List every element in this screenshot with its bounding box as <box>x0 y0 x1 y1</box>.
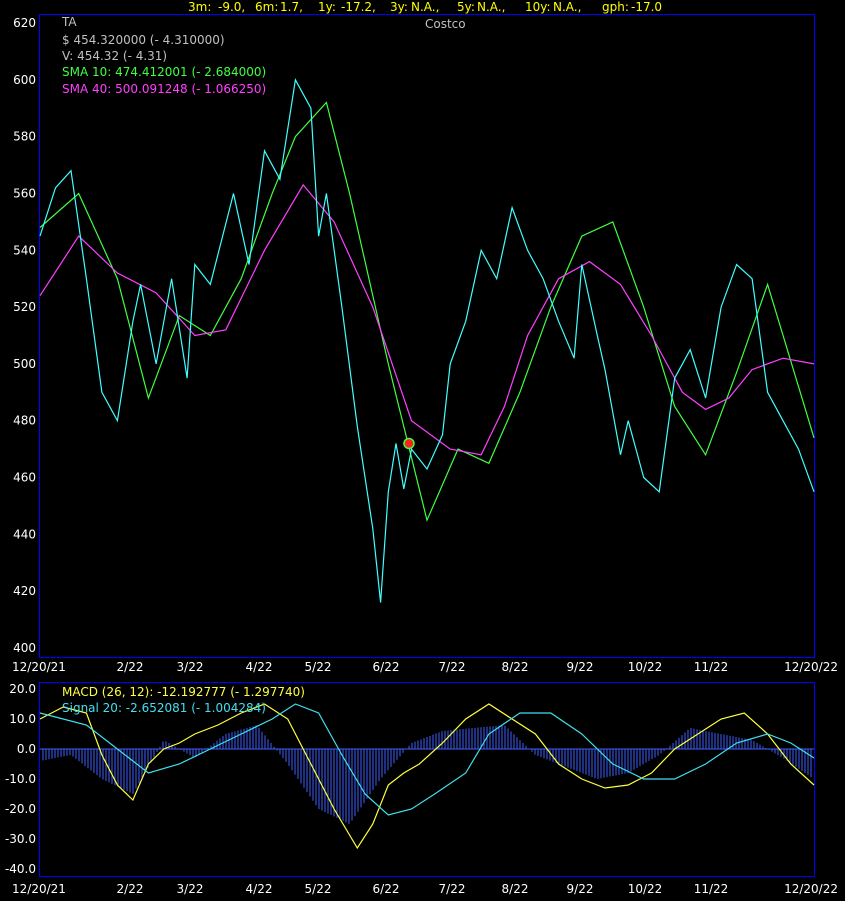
price-y-tick: 400 <box>13 641 36 655</box>
stat-10y-label: 10y: <box>525 0 551 14</box>
price-y-tick: 600 <box>13 73 36 87</box>
sma10-legend: SMA 10: 474.412001 (- 2.684000) <box>62 65 266 79</box>
price-y-tick: 460 <box>13 471 36 485</box>
price-x-tick: 10/22 <box>628 660 663 674</box>
macd-x-tick: 12/20/22 <box>784 882 838 896</box>
stat-6m-label: 6m: <box>255 0 278 14</box>
stat-3y-value: N.A., <box>411 0 439 14</box>
price-x-tick: 5/22 <box>305 660 332 674</box>
stat-5y-label: 5y: <box>457 0 475 14</box>
stat-3m-label: 3m: <box>188 0 211 14</box>
price-x-tick: 6/22 <box>373 660 400 674</box>
price-y-tick: 500 <box>13 357 36 371</box>
header-stats: 3m: -9.0, 6m: 1.7, 1y: -17.2, 3y: N.A., … <box>188 0 662 14</box>
price-y-tick: 620 <box>13 16 36 30</box>
macd-panel-frame <box>39 682 815 877</box>
macd-x-tick: 5/22 <box>305 882 332 896</box>
price-y-tick: 540 <box>13 243 36 257</box>
macd-y-tick: -20.0 <box>5 802 36 816</box>
price-x-tick: 2/22 <box>117 660 144 674</box>
stat-gph-value: -17.0 <box>631 0 662 14</box>
ticker-label: TA <box>61 15 77 29</box>
macd-x-tick: 10/22 <box>628 882 663 896</box>
macd-x-tick: 8/22 <box>502 882 529 896</box>
price-x-tick: 12/20/22 <box>784 660 838 674</box>
price-series <box>39 77 815 603</box>
macd-y-tick: 10.0 <box>9 712 36 726</box>
stat-1y-value: -17.2, <box>341 0 376 14</box>
macd-x-tick: 12/20/21 <box>12 882 66 896</box>
price-x-tick: 9/22 <box>567 660 594 674</box>
macd-x-tick: 4/22 <box>246 882 273 896</box>
stat-1y-label: 1y: <box>318 0 336 14</box>
macd-y-tick: 20.0 <box>9 682 36 696</box>
macd-x-tick: 11/22 <box>694 882 729 896</box>
price-y-tick: 420 <box>13 584 36 598</box>
stat-gph-label: gph: <box>602 0 629 14</box>
price-x-tick: 11/22 <box>694 660 729 674</box>
macd-y-tick: -10.0 <box>5 772 36 786</box>
sma40-legend: SMA 40: 500.091248 (- 1.066250) <box>62 82 266 96</box>
price-y-tick: 520 <box>13 300 36 314</box>
stat-3y-label: 3y: <box>390 0 408 14</box>
stat-3m-value: -9.0, <box>218 0 245 14</box>
company-label: Costco <box>425 17 466 31</box>
price-readout: $ 454.320000 (- 4.310000) <box>62 33 225 47</box>
price-y-tick: 560 <box>13 186 36 200</box>
macd-y-tick: -40.0 <box>5 862 36 876</box>
price-x-tick: 4/22 <box>246 660 273 674</box>
macd-x-tick: 7/22 <box>439 882 466 896</box>
price-y-tick: 440 <box>13 527 36 541</box>
stat-6m-value: 1.7, <box>280 0 303 14</box>
price-x-tick: 3/22 <box>177 660 204 674</box>
price-x-tick: 8/22 <box>502 660 529 674</box>
price-y-tick: 580 <box>13 130 36 144</box>
macd-y-tick: -30.0 <box>5 832 36 846</box>
stat-10y-value: N.A., <box>553 0 581 14</box>
macd-legend: MACD (26, 12): -12.192777 (- 1.297740) <box>62 685 305 699</box>
macd-y-tick: 0.0 <box>17 742 36 756</box>
price-y-tick: 480 <box>13 414 36 428</box>
price-x-tick: 12/20/21 <box>12 660 66 674</box>
volume-readout: V: 454.32 (- 4.31) <box>62 49 167 63</box>
price-marker <box>403 437 415 450</box>
macd-line <box>39 703 815 850</box>
macd-histogram <box>42 725 812 824</box>
price-panel-frame <box>39 14 815 658</box>
macd-x-tick: 2/22 <box>117 882 144 896</box>
stat-5y-value: N.A., <box>477 0 505 14</box>
signal-line <box>39 703 815 816</box>
price-axis: 400 420 440 460 480 500 520 540 560 580 600 620 12/2… <box>12 16 838 674</box>
price-x-tick: 7/22 <box>439 660 466 674</box>
macd-x-tick: 3/22 <box>177 882 204 896</box>
macd-series <box>39 703 815 850</box>
macd-x-tick: 9/22 <box>567 882 594 896</box>
sma40-line <box>39 183 815 456</box>
macd-x-tick: 6/22 <box>373 882 400 896</box>
sma10-line <box>39 101 815 523</box>
signal-legend: Signal 20: -2.652081 (- 1.004284) <box>62 701 266 715</box>
price-line <box>39 77 815 603</box>
